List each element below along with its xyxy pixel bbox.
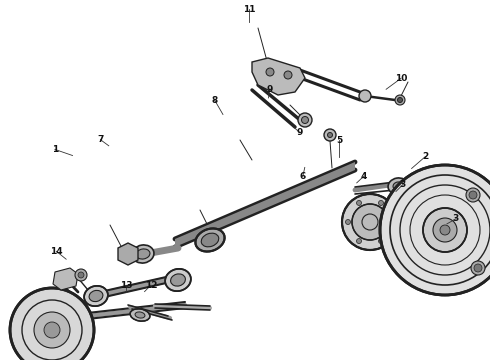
Text: 6: 6 (300, 172, 306, 181)
Polygon shape (53, 268, 78, 290)
Circle shape (390, 220, 394, 225)
Ellipse shape (84, 286, 108, 306)
Text: 2: 2 (422, 152, 428, 161)
Ellipse shape (132, 245, 154, 263)
Circle shape (423, 208, 467, 252)
Text: 9: 9 (266, 85, 273, 94)
Text: 3: 3 (400, 180, 406, 189)
Ellipse shape (196, 229, 224, 252)
Ellipse shape (388, 178, 408, 194)
Text: 12: 12 (145, 281, 157, 289)
Circle shape (284, 71, 292, 79)
Circle shape (327, 132, 333, 138)
Circle shape (359, 90, 371, 102)
Ellipse shape (135, 312, 145, 318)
Text: 13: 13 (120, 281, 133, 289)
Text: 9: 9 (296, 128, 303, 137)
Circle shape (380, 165, 490, 295)
Text: 5: 5 (336, 136, 342, 145)
Circle shape (298, 113, 312, 127)
Circle shape (342, 194, 398, 250)
Circle shape (433, 218, 457, 242)
Ellipse shape (89, 291, 103, 302)
Circle shape (78, 272, 84, 278)
Text: 14: 14 (50, 247, 63, 256)
Circle shape (324, 129, 336, 141)
Circle shape (357, 239, 362, 244)
Circle shape (301, 117, 309, 123)
Text: 3: 3 (453, 214, 459, 223)
Ellipse shape (171, 274, 185, 286)
Ellipse shape (201, 233, 219, 247)
Circle shape (469, 191, 477, 199)
Circle shape (345, 220, 350, 225)
Ellipse shape (136, 249, 150, 259)
Circle shape (474, 264, 482, 272)
Circle shape (378, 201, 384, 206)
Circle shape (398, 212, 418, 232)
Ellipse shape (165, 269, 191, 291)
Circle shape (75, 269, 87, 281)
Circle shape (44, 322, 60, 338)
Ellipse shape (393, 182, 403, 190)
Circle shape (34, 312, 70, 348)
Circle shape (392, 206, 424, 238)
Circle shape (357, 201, 362, 206)
Circle shape (471, 261, 485, 275)
Circle shape (352, 204, 388, 240)
Ellipse shape (130, 309, 150, 321)
Polygon shape (252, 58, 305, 95)
Circle shape (266, 68, 274, 76)
Text: 10: 10 (394, 74, 407, 83)
Circle shape (440, 225, 450, 235)
Circle shape (403, 217, 413, 227)
Polygon shape (118, 243, 138, 265)
Circle shape (397, 98, 402, 103)
Text: 4: 4 (360, 172, 367, 181)
Circle shape (466, 188, 480, 202)
Text: 8: 8 (212, 96, 218, 105)
Text: 11: 11 (243, 4, 255, 13)
Text: 7: 7 (97, 135, 104, 144)
Circle shape (395, 95, 405, 105)
Circle shape (10, 288, 94, 360)
Text: 1: 1 (52, 145, 58, 154)
Polygon shape (175, 162, 355, 247)
Circle shape (378, 239, 384, 244)
